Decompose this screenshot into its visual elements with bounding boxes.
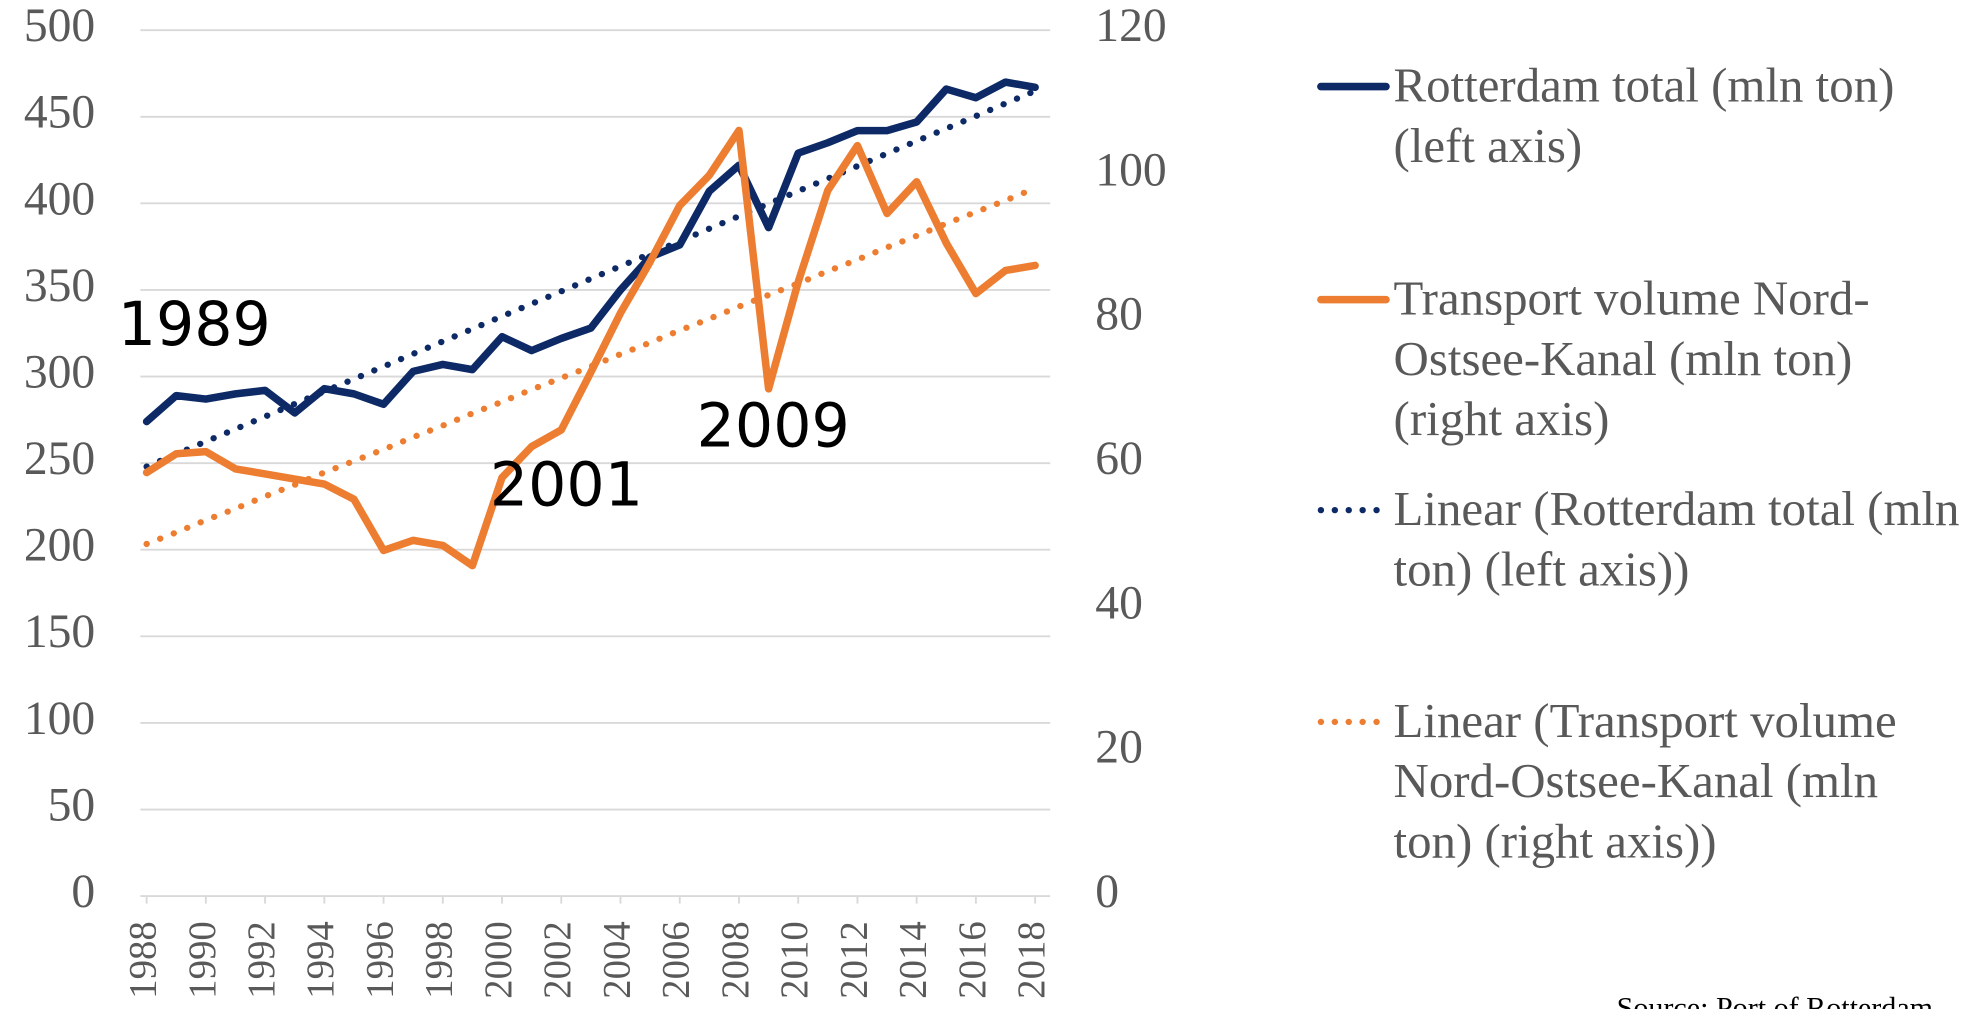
y-tick-label: 450	[24, 87, 95, 139]
y2-tick-label: 100	[1095, 144, 1166, 196]
source: Source: Port of Rotterdam	[1617, 991, 1933, 1009]
x-tick-label: 1992	[240, 921, 283, 999]
y-tick-label: 350	[24, 260, 95, 312]
x-tick-label: 1996	[358, 921, 401, 999]
y-tick-label: 0	[71, 866, 95, 918]
legend-item: Linear (Transport volume Nord-Ostsee-Kan…	[1393, 694, 1897, 869]
y-tick-label: 150	[24, 606, 95, 658]
y2-tick-label: 120	[1095, 0, 1166, 52]
legend-label: Transport volume Nord-Ostsee-Kanal (mln …	[1393, 272, 1870, 447]
y2-tick-label: 40	[1095, 577, 1143, 629]
x-tick-label: 1994	[299, 921, 342, 999]
legend-item: Rotterdam total (mln ton) (left axis)	[1393, 58, 1895, 174]
y2-tick-label: 20	[1095, 722, 1143, 774]
annotation: 1989	[118, 290, 271, 360]
y-tick-label: 100	[24, 693, 95, 745]
legend-label: Linear (Transport volume Nord-Ostsee-Kan…	[1393, 694, 1897, 869]
x-tick-label: 2014	[892, 921, 935, 999]
plot: 0 50 100 150 200 250 300 350 400 450 500 0 20 40 60 80 1…	[24, 0, 1960, 999]
x-tick-label: 2010	[773, 921, 816, 999]
legend-label: Rotterdam total (mln ton) (left axis)	[1393, 58, 1895, 174]
series-line	[142, 126, 1039, 570]
legend-label: Linear (Rotterdam total (mln ton) (left …	[1393, 482, 1960, 597]
y-tick-label: 200	[24, 520, 95, 572]
y-tick-label: 400	[24, 173, 95, 225]
x-tick-label: 2016	[951, 921, 994, 999]
x-tick-label: 2002	[536, 921, 579, 999]
legend-item: Linear (Rotterdam total (mln ton) (left …	[1393, 482, 1960, 597]
x-tick-label: 2018	[1010, 921, 1053, 999]
x-tick-label: 2006	[655, 921, 698, 999]
annotation: 2001	[490, 450, 643, 520]
y-tick-label: 50	[48, 779, 96, 831]
x-tick-label: 2012	[832, 921, 875, 999]
legend-item: Transport volume Nord-Ostsee-Kanal (mln …	[1393, 272, 1870, 447]
y2-tick-label: 0	[1095, 866, 1119, 918]
series-line	[143, 87, 1039, 470]
x-tick-label: 1988	[122, 921, 165, 999]
y-tick-label: 500	[24, 0, 95, 52]
x-tick-label: 2000	[477, 921, 520, 999]
annotation: 2009	[697, 392, 850, 462]
x-tick-label: 2008	[714, 921, 757, 999]
x-tick-label: 1998	[418, 921, 461, 999]
series-line	[142, 78, 1039, 426]
x-tick-label: 1990	[181, 921, 224, 999]
y-tick-label: 250	[24, 433, 95, 485]
y-tick-label: 300	[24, 346, 95, 398]
x-tick-label: 2004	[595, 921, 638, 999]
y2-tick-label: 80	[1095, 289, 1143, 341]
y2-tick-label: 60	[1095, 433, 1143, 485]
